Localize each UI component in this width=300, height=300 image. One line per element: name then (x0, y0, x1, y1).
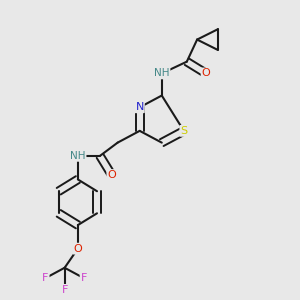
Text: F: F (61, 285, 68, 295)
Text: NH: NH (154, 68, 170, 78)
Text: O: O (74, 244, 82, 254)
Text: NH: NH (70, 151, 85, 161)
Text: O: O (202, 68, 210, 78)
Text: O: O (107, 170, 116, 180)
Text: F: F (42, 273, 49, 283)
Text: N: N (136, 102, 144, 112)
Text: F: F (81, 273, 87, 283)
Text: S: S (180, 126, 188, 136)
